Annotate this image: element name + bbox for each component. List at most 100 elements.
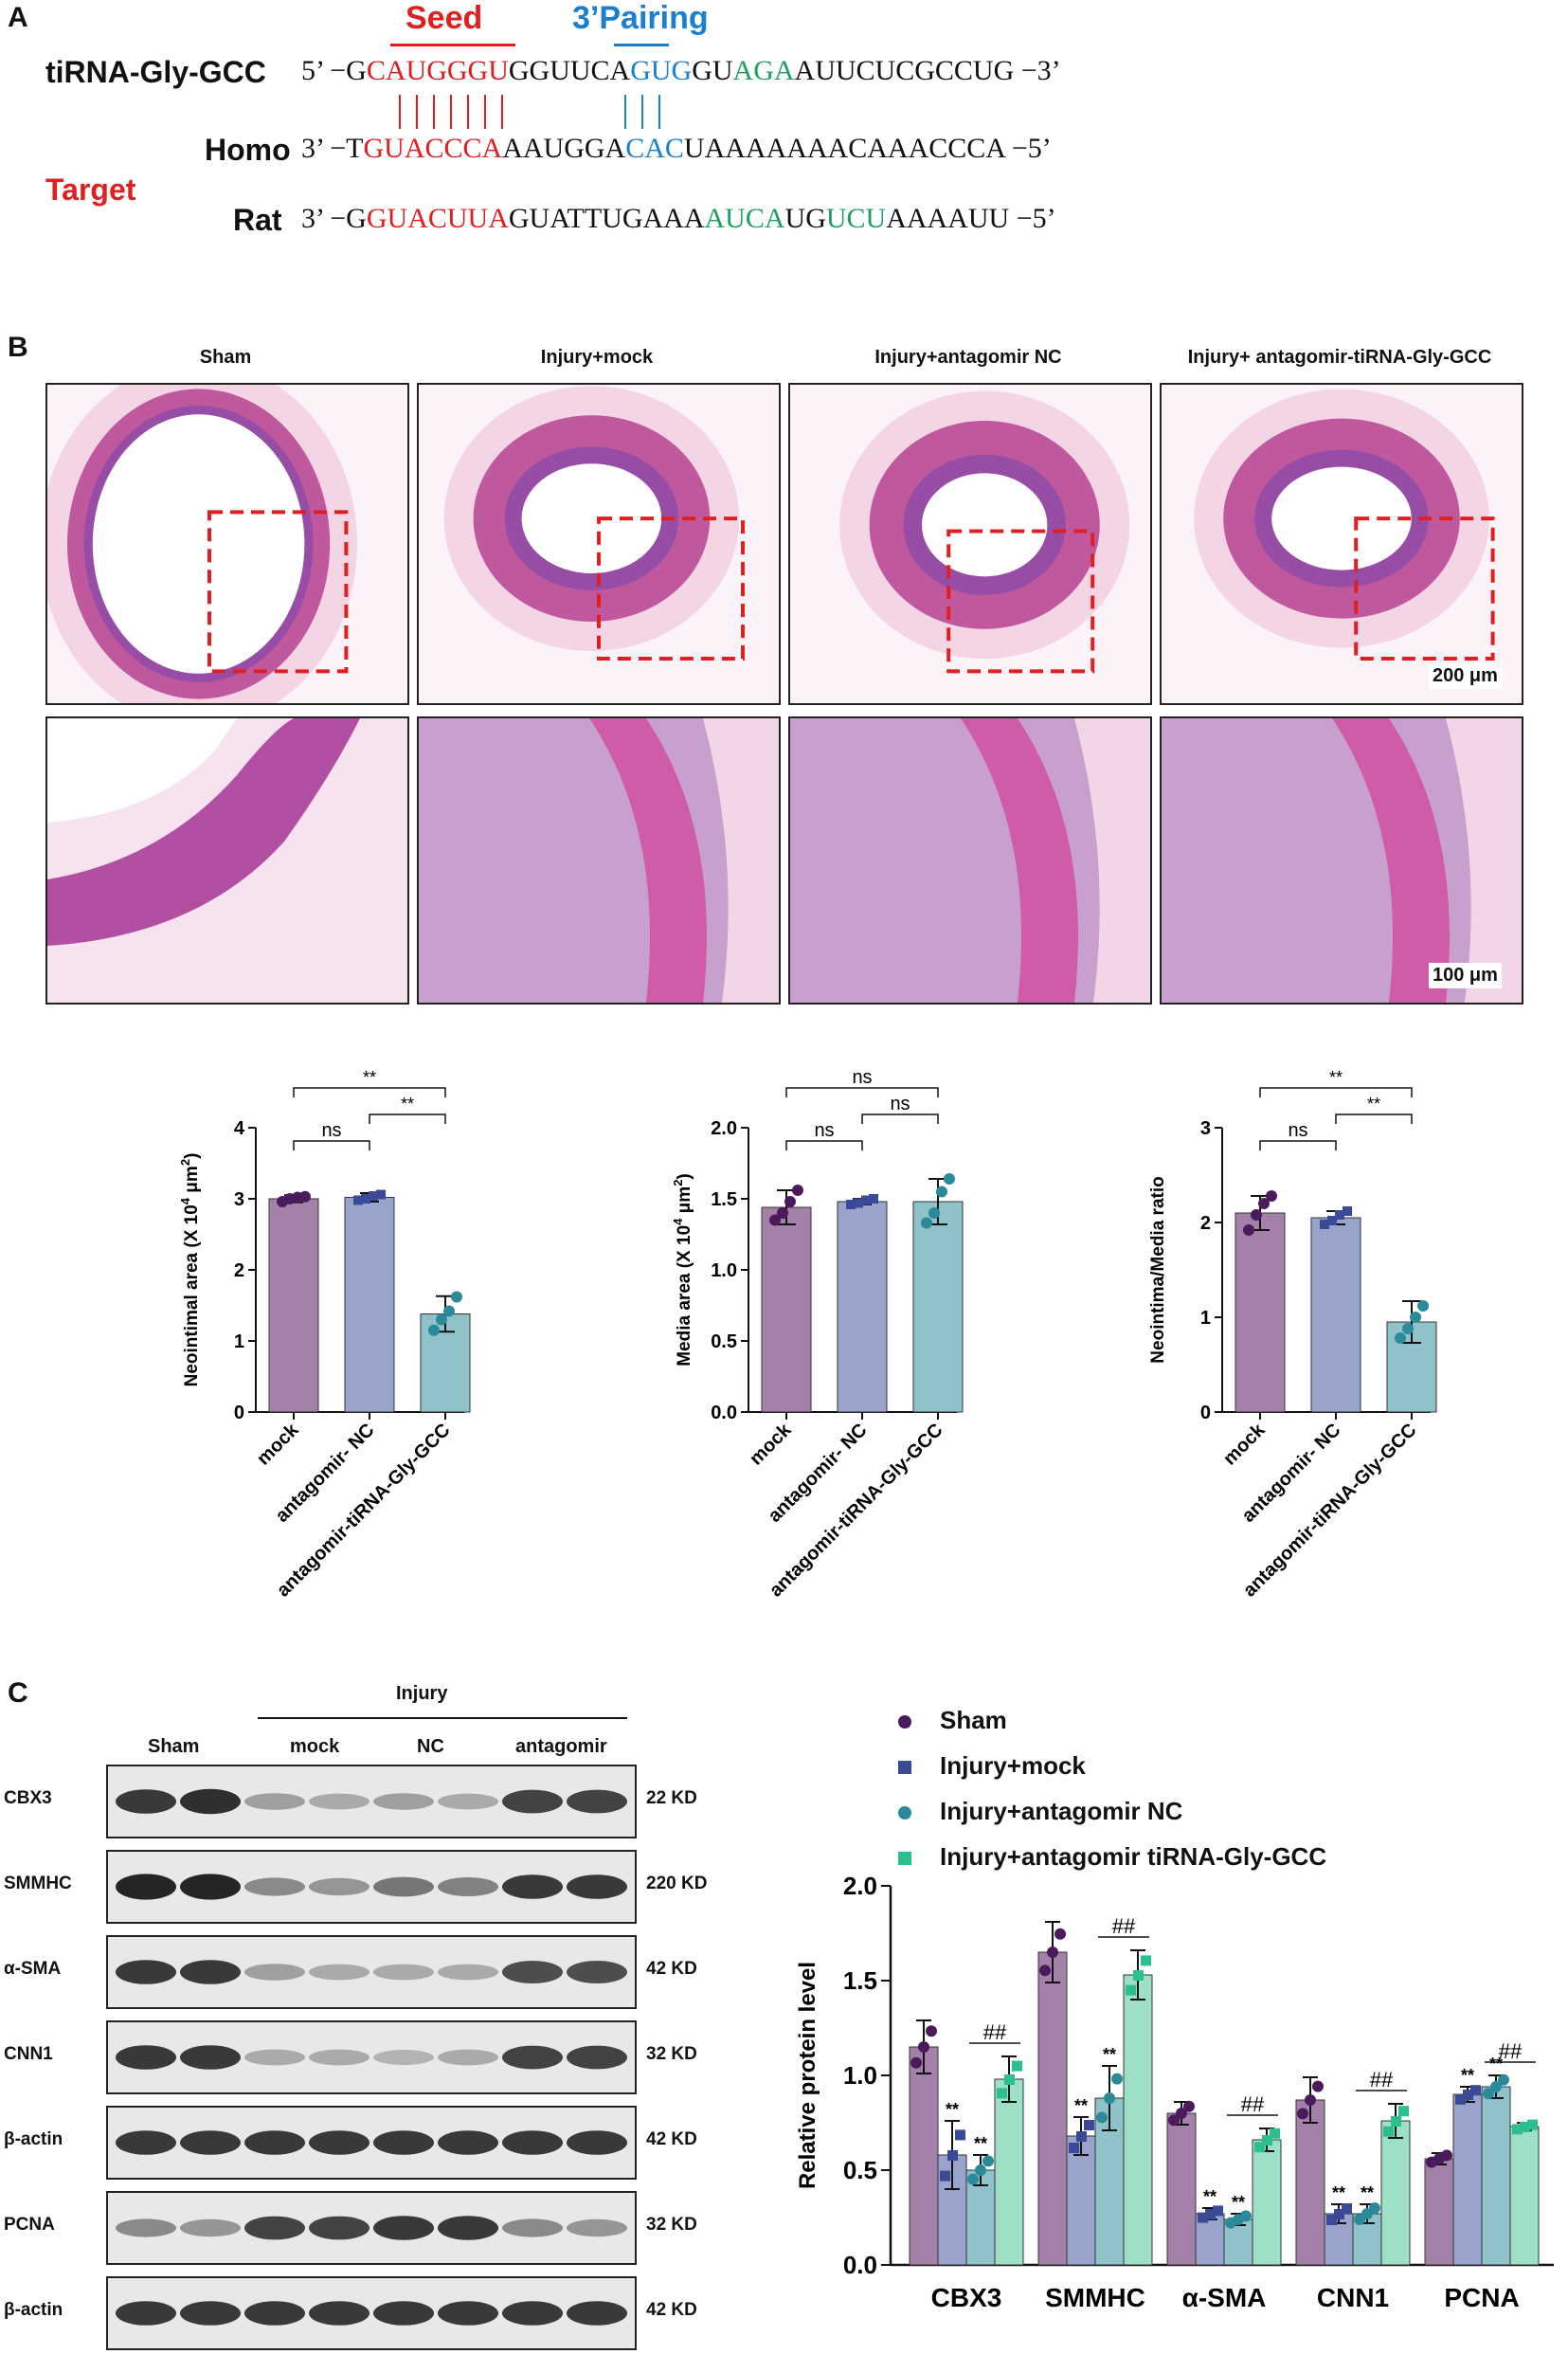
panel-letter-a: A	[8, 2, 28, 33]
data-point	[1076, 2131, 1087, 2142]
data-point	[1391, 2116, 1401, 2127]
blot-sham-label: Sham	[148, 1736, 200, 1757]
blot-band	[180, 1788, 241, 1815]
blot-band	[116, 1789, 176, 1814]
data-point	[1383, 2126, 1394, 2137]
y-axis-label-sup: 4	[671, 1218, 685, 1225]
legend-marker	[898, 1852, 911, 1865]
significance-label: ns	[1288, 1120, 1307, 1141]
bar	[1295, 2099, 1325, 2266]
x-category-label: CNN1	[1317, 2283, 1389, 2312]
blot-row-label: SMMHC	[4, 1874, 72, 1893]
bar	[344, 1197, 395, 1413]
vessel-lumen	[1271, 466, 1412, 570]
data-point	[1069, 2143, 1079, 2153]
data-point	[1047, 1947, 1058, 1958]
x-tick-label: mock	[1219, 1419, 1270, 1469]
blot-band	[244, 2301, 305, 2326]
y-tick-label: 0.0	[843, 2251, 877, 2279]
blot-kd-label: 42 KD	[646, 2129, 697, 2149]
data-point	[1084, 2120, 1094, 2130]
bar	[1380, 2120, 1411, 2266]
blot-band	[438, 2049, 498, 2066]
blot-band	[373, 1793, 434, 1810]
significance-label: ns	[321, 1120, 341, 1141]
blot-band	[502, 1789, 563, 1814]
blot-band	[502, 1961, 563, 1983]
bar	[1235, 1212, 1286, 1413]
histo-title-injury-mock: Injury+mock	[540, 347, 654, 368]
bar	[1509, 2126, 1540, 2266]
blot-band	[373, 2050, 434, 2065]
x-category-label: SMMHC	[1045, 2283, 1145, 2312]
histo-title-sham: Sham	[199, 347, 252, 368]
data-point	[1498, 2073, 1509, 2086]
blot-band	[502, 1874, 563, 1899]
media-band	[961, 718, 1078, 1003]
rat-sequence: 3’ −GGUACUUAGUATTUGAAAAUCAUGUCUAAAAUU −5…	[301, 203, 1056, 234]
bar	[909, 2046, 939, 2266]
blot-band	[502, 2301, 563, 2326]
blot-row-label: β-actin	[4, 2300, 63, 2320]
data-point	[1335, 1210, 1344, 1220]
data-point	[982, 2155, 994, 2167]
y-axis-label-text: Media area (X 10	[675, 1225, 694, 1367]
legend-label: Sham	[940, 1706, 1007, 1734]
chart-2: 0.0 0.5 1.0 1.5 2.0 Media area (X 104 μm2) moc…	[671, 1067, 964, 1602]
histology-overview-2	[417, 383, 781, 705]
bar	[1037, 1951, 1068, 2266]
significance-label: **	[1329, 1068, 1343, 1087]
data-point	[361, 1194, 370, 1204]
x-tick-label: mock	[253, 1419, 303, 1469]
data-point	[967, 2173, 979, 2185]
data-point	[353, 1195, 363, 1205]
blot-band	[567, 1961, 627, 1983]
blot-band	[502, 2045, 563, 2070]
bar	[1166, 2112, 1197, 2266]
x-category-label: PCNA	[1444, 2283, 1519, 2312]
data-point	[1133, 1970, 1144, 1981]
data-point	[997, 2088, 1007, 2099]
data-point	[1334, 2209, 1344, 2219]
data-point	[1258, 1198, 1270, 1209]
data-point	[975, 2164, 986, 2176]
significance-bracket	[861, 1114, 939, 1124]
seed-underline	[390, 44, 515, 46]
data-point	[369, 1191, 378, 1201]
blot-band	[244, 1877, 305, 1896]
blot-band	[309, 2216, 369, 2240]
y-axis-label-sup2: 2	[178, 1159, 192, 1166]
data-point	[1297, 2108, 1308, 2120]
blot-membrane	[106, 2276, 637, 2350]
y-tick-label: 0	[1200, 1403, 1211, 1423]
y-tick-label: 3	[234, 1189, 244, 1210]
bar	[837, 1201, 888, 1413]
blot-band	[567, 2218, 627, 2237]
blot-kd-label: 32 KD	[646, 2044, 697, 2064]
data-point	[1266, 1190, 1277, 1202]
blot-band	[180, 2301, 241, 2326]
data-point	[955, 2129, 965, 2141]
bar	[1424, 2158, 1454, 2266]
media-band	[589, 718, 707, 1003]
blot-membrane	[106, 1850, 637, 1924]
data-point	[1520, 2122, 1530, 2132]
data-point	[1251, 1209, 1262, 1221]
blot-band	[180, 2130, 241, 2155]
bar	[1252, 2139, 1282, 2266]
blot-row-label: β-actin	[4, 2129, 63, 2149]
y-tick-label: 4	[234, 1118, 245, 1139]
pairing-label: 3’Pairing	[572, 0, 709, 36]
blot-band	[567, 1874, 627, 1899]
data-point	[1342, 2203, 1352, 2214]
blot-kd-label: 22 KD	[646, 1788, 697, 1808]
blot-row-label: CBX3	[4, 1788, 52, 1808]
significance-nc: **	[1103, 2045, 1116, 2064]
data-point	[1168, 2114, 1180, 2127]
y-axis-label-sup2: 2	[671, 1180, 685, 1186]
y-axis-label-end: )	[675, 1173, 694, 1179]
blot-band	[180, 1960, 241, 1984]
blot-membrane	[106, 1935, 637, 2009]
histology-zoom-3	[788, 716, 1152, 1005]
